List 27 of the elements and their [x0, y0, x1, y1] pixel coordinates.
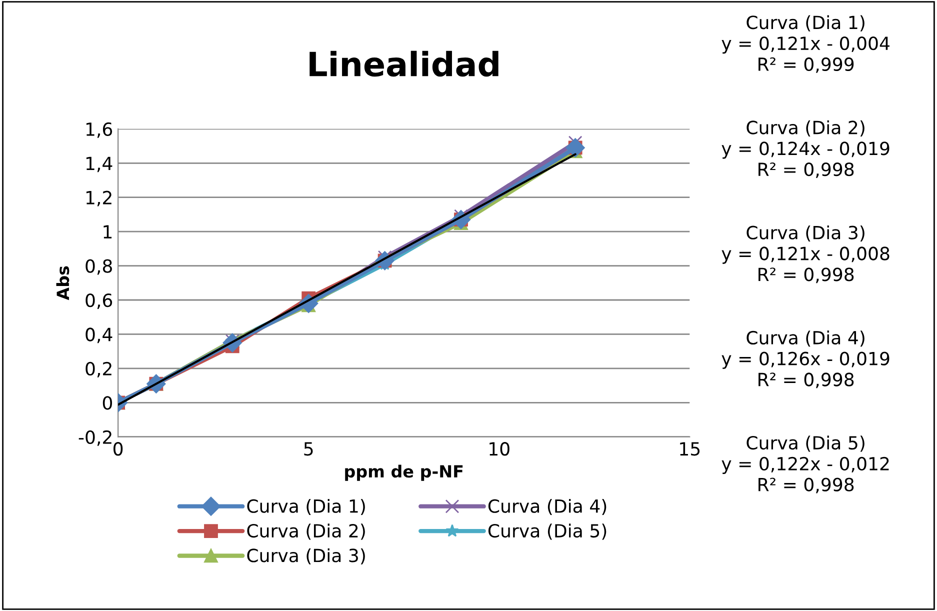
y-tick-label: 0	[102, 396, 112, 410]
y-tick-label: -0,2	[78, 430, 112, 446]
y-tick-label: 0,4	[86, 328, 112, 344]
x-tick-label: 5	[304, 442, 313, 456]
y-axis-title: Abs	[56, 266, 70, 300]
y-tick-label: 0,8	[86, 259, 112, 275]
legend-label: Curva (Dia 4)	[488, 498, 606, 516]
x-tick-label: 0	[114, 442, 123, 456]
chart-title: Linealidad	[310, 50, 498, 77]
y-tick-label: 1,6	[86, 122, 112, 138]
x-axis-title: ppm de p-NF	[345, 464, 463, 481]
legend-label: Curva (Dia 5)	[488, 524, 606, 540]
text: Curva (Dia 2) y = 0,124x - 0,019 R² = 0,998	[722, 120, 890, 178]
y-tick-label: 1	[104, 225, 112, 238]
legend-label: Curva (Dia 3)	[247, 548, 365, 564]
y-tick-label: 0,2	[86, 362, 112, 378]
text: Curva (Dia 3) y = 0,121x - 0,008 R² = 0,998	[722, 225, 890, 284]
legend-label: Curva (Dia 1)	[247, 498, 365, 516]
y-tick-label: 1,2	[86, 190, 112, 206]
x-tick-label: 15	[680, 442, 700, 456]
y-tick-label: 1,4	[86, 156, 112, 172]
text: Curva (Dia 5) y = 0,122x - 0,012 R² = 0,998	[722, 436, 889, 494]
legend-label: Curva (Dia 2)	[247, 524, 365, 540]
y-tick-label: 0,6	[86, 293, 112, 309]
x-tick-label: 10	[490, 442, 510, 456]
text: Curva (Dia 1) y = 0,121x - 0,004 R² = 0,999	[722, 15, 890, 73]
text: Curva (Dia 4) y = 0,126x - 0,019 R² = 0,998	[722, 330, 890, 388]
